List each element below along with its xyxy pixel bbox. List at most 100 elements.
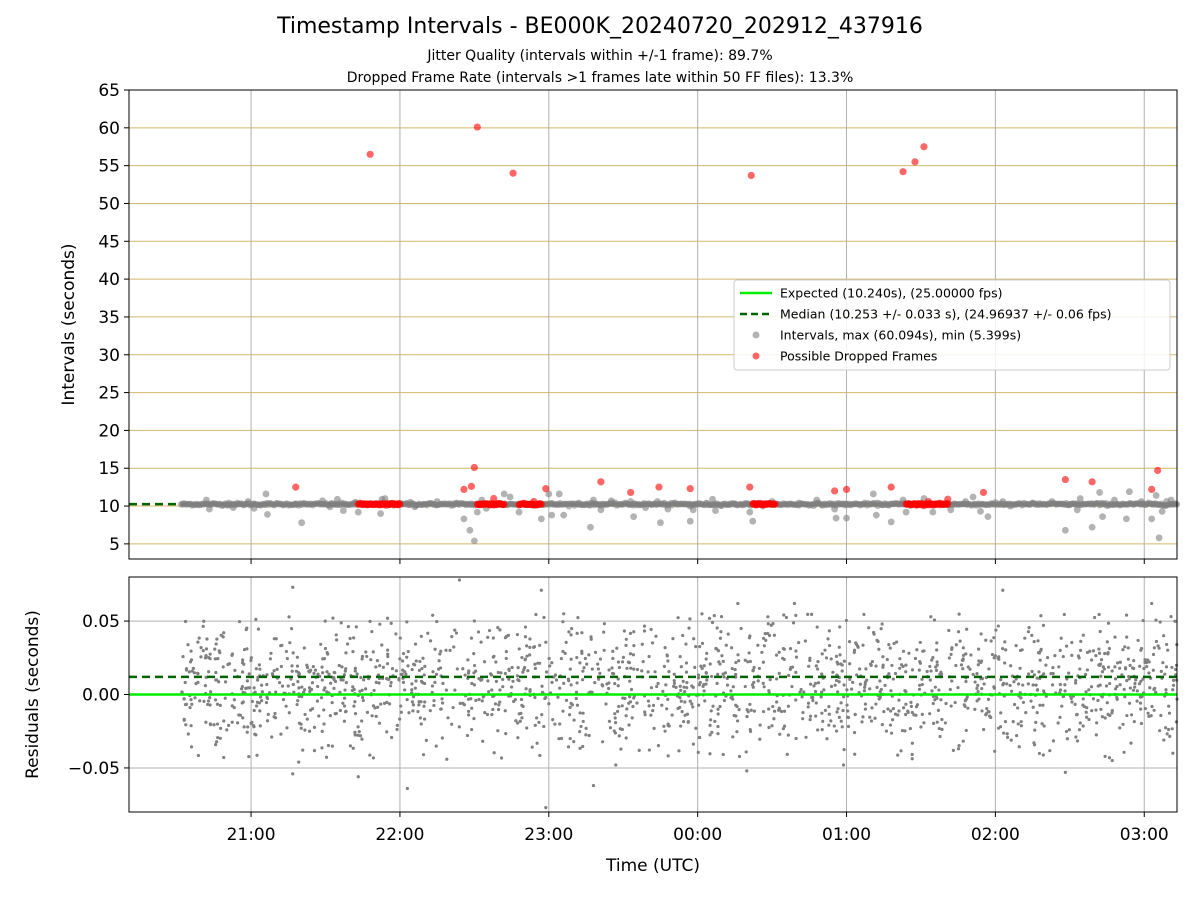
residual-point [446, 716, 450, 720]
residual-point [904, 670, 908, 674]
residual-point [700, 641, 705, 646]
residual-point [578, 711, 582, 715]
residual-point [802, 690, 806, 694]
residual-point [610, 666, 614, 670]
interval-point [205, 505, 213, 513]
interval-point [1137, 498, 1145, 505]
interval-point [597, 506, 605, 514]
residual-point [662, 724, 666, 728]
residual-point [1085, 715, 1089, 719]
residual-point [684, 642, 688, 646]
residual-point [786, 704, 791, 708]
residual-point [1154, 690, 1158, 694]
residual-point [291, 772, 295, 776]
residual-point [440, 736, 445, 740]
residual-point [904, 702, 908, 706]
residual-point [516, 666, 520, 670]
intervals-ytick-label: 60 [98, 119, 120, 139]
residual-point [852, 650, 856, 655]
residual-point [617, 704, 621, 709]
dropped-frame-point [396, 500, 404, 509]
residual-point [1164, 688, 1168, 692]
residual-point [1097, 651, 1102, 655]
residual-point [1037, 670, 1041, 674]
residual-point [671, 637, 675, 641]
residual-point [1031, 705, 1035, 709]
residual-point [1120, 673, 1124, 677]
residual-point [260, 690, 264, 694]
residual-point [984, 638, 988, 642]
residual-point [891, 707, 895, 711]
residual-point [245, 686, 250, 690]
residual-point [959, 663, 964, 667]
residual-point [401, 668, 405, 672]
residual-point [332, 686, 336, 690]
residuals-ytick-label: −0.05 [68, 759, 120, 779]
residual-point [303, 688, 307, 692]
residual-point [1001, 647, 1005, 651]
residual-point [323, 619, 327, 623]
residual-point [1139, 679, 1143, 683]
residual-point [692, 637, 696, 641]
interval-point [244, 498, 252, 505]
residual-point [1036, 651, 1041, 655]
residual-point [850, 687, 854, 691]
residual-point [1164, 665, 1169, 669]
residual-point [225, 728, 229, 732]
residual-point [682, 719, 686, 724]
residual-point [730, 667, 734, 671]
residual-point [561, 649, 565, 654]
residual-point [819, 695, 823, 699]
residual-point [957, 612, 961, 616]
residual-point [207, 670, 211, 674]
residual-point [914, 713, 918, 717]
residual-point [1051, 665, 1055, 670]
residual-point [956, 747, 961, 751]
residual-point [1016, 682, 1021, 686]
residual-point [1048, 749, 1052, 753]
residual-point [685, 712, 690, 716]
legend: Expected (10.240s), (25.00000 fps) Media… [733, 279, 1171, 371]
interval-point [795, 499, 803, 507]
residual-point [1141, 618, 1145, 623]
residual-point [731, 685, 735, 689]
residual-point [607, 686, 611, 691]
residual-point [485, 712, 490, 717]
time-tick-label: 22:00 [375, 825, 424, 845]
residual-point [1012, 702, 1017, 707]
residual-point [308, 689, 312, 694]
residual-point [813, 689, 818, 694]
residual-point [1091, 649, 1096, 653]
residual-point [696, 673, 701, 677]
residual-point [528, 653, 532, 657]
residual-point [419, 722, 423, 726]
residual-point [389, 621, 393, 625]
residual-point [326, 743, 331, 748]
residual-point [1151, 652, 1156, 657]
residual-point [1006, 735, 1010, 740]
residual-point [947, 628, 951, 633]
residual-point [647, 654, 651, 659]
residual-point [794, 649, 798, 653]
residual-point [542, 724, 546, 729]
residual-point [607, 719, 612, 723]
residual-point [1122, 687, 1126, 692]
interval-point [433, 498, 441, 505]
residual-point [388, 684, 393, 688]
residual-point [688, 699, 692, 703]
residual-point [681, 633, 685, 638]
dropped-frame-point [500, 500, 508, 509]
interval-point [887, 518, 895, 526]
residual-point [477, 697, 481, 702]
residual-point [517, 712, 521, 716]
residual-point [938, 672, 942, 676]
residual-point [764, 638, 768, 643]
residual-point [1108, 713, 1112, 718]
interval-point [225, 499, 233, 507]
residual-point [295, 664, 300, 668]
residual-point [386, 652, 390, 656]
interval-point [1088, 523, 1096, 531]
residual-point [654, 634, 658, 638]
residual-point [476, 630, 481, 634]
